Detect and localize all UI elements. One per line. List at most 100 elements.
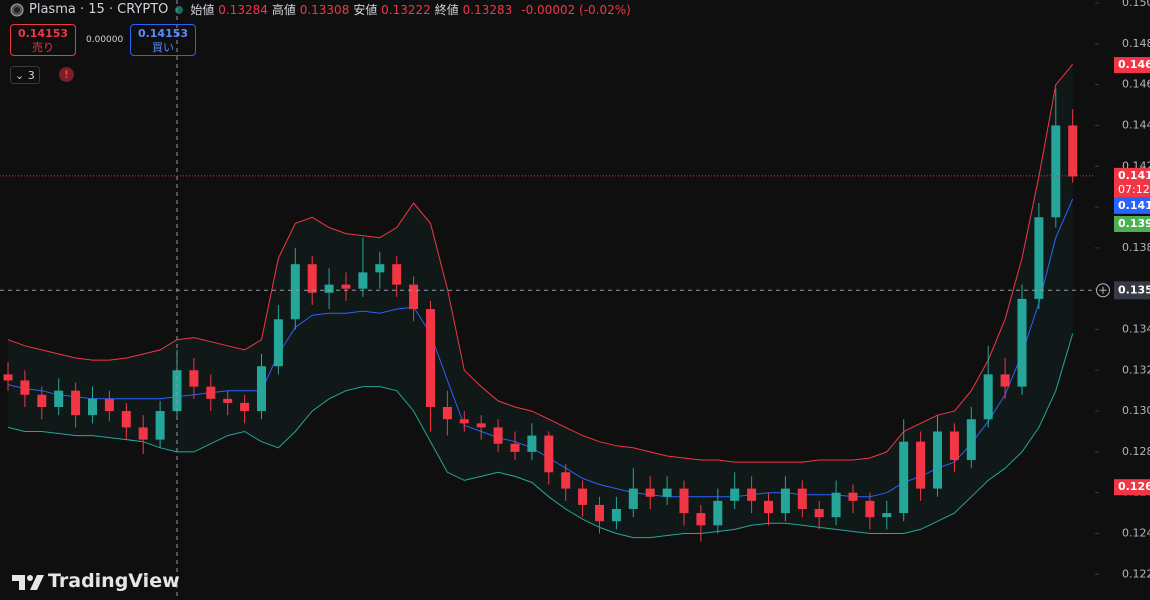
field-value: 0.13308 [299,3,350,17]
field-label: 終値 [434,3,459,17]
candle-body [1051,125,1061,218]
candle-body [679,488,689,514]
candle-body [104,398,114,412]
brand[interactable]: TradingView [48,570,180,592]
band-fill [8,64,1073,538]
sell-button[interactable]: 0.14153 売り [10,24,76,56]
price-tag [1114,479,1150,496]
candle-body [409,284,419,310]
candle-body [780,488,790,514]
candle-body [933,431,942,489]
lower-band [7,333,1074,539]
warning-icon[interactable]: ! [59,67,74,82]
candle-body [814,509,824,518]
price-tag-label: 0.12627 [1118,480,1150,493]
price-tag-label: 0.14696 [1118,58,1150,71]
y-tick-label: 0.144 [1122,118,1150,131]
candle-body [730,488,740,501]
indicator-count: 3 [27,69,35,82]
candle-body [307,264,317,293]
candle-body [206,386,216,399]
candle-body [747,488,757,501]
field-value: 0.13222 [381,3,431,17]
change: -0.00002 (-0.02%) [521,2,631,17]
candle-body [240,402,250,412]
price-tag [1114,216,1150,233]
field-value: 0.13283 [462,3,513,17]
field-value: 0.13284 [218,3,268,17]
buy-button[interactable]: 0.14153 買い [130,24,196,56]
price-tag-label: 0.13917 [1118,217,1150,230]
sell-price: 0.14153 [17,27,69,40]
buy-label: 買い [152,41,174,54]
symbol-icon [10,3,24,16]
candle-body [392,264,402,285]
price-tag [1114,197,1150,214]
candle-body [696,513,706,526]
sell-label: 売り [32,41,54,54]
price-tag-countdown: 07:12 [1118,183,1150,196]
crosshair-tag [1114,281,1150,300]
y-tick-label: 0.128 [1122,445,1150,458]
candle-body [54,390,64,408]
candle-body [223,398,233,403]
ohlc-fields: 始値 0.13284 高値 0.13308 安値 0.13222 終値 0.13283 [190,1,516,18]
candle-body [88,398,97,416]
crosshair-price: 0.13592 [1118,283,1150,296]
candle-body [949,431,959,461]
y-tick-label: 0.138 [1122,241,1150,254]
y-tick-label: 0.132 [1122,363,1150,376]
candle-body [527,435,537,452]
add-icon-plus [1099,286,1107,294]
candle-body [561,472,571,489]
field-label: 安値 [353,3,378,17]
candle-body [966,419,976,461]
candle-body [341,284,351,289]
candle-body [1017,298,1027,387]
candle-body [764,500,773,514]
spread: 0.00000 [86,35,124,45]
crosshair-add-button[interactable] [1096,283,1110,298]
candle-body [848,492,858,501]
candle-body [578,488,588,505]
symbol[interactable]: Plasma · 15 · CRYPTO [29,2,169,17]
candle-body [662,488,672,497]
candle-body [916,441,926,489]
candle-body [257,366,266,412]
candle-body [324,284,334,293]
candle-body [37,394,47,408]
candle-body [899,441,909,514]
candle-body [358,272,368,289]
indicator-toggle[interactable]: ⌄ 3 [10,66,40,84]
candle-body [865,500,875,518]
market-status [175,5,184,14]
candle-body [476,423,486,428]
legend-header: Plasma · 15 · CRYPTO 始値 0.13284 高値 0.1330… [10,1,635,18]
price-tag [1114,167,1150,198]
candle-body [290,264,300,320]
candle-body [1068,125,1078,177]
candle-body [20,380,30,395]
field-label: 高値 [271,3,296,17]
candle-body [375,264,385,273]
candle-body [831,492,841,518]
y-tick-label: 0.134 [1122,322,1150,335]
candle-body [628,488,638,510]
brand-logo [12,575,44,590]
price-tag-label: 0.14100 [1118,199,1150,212]
upper-band [7,63,1074,463]
candle-body [797,488,807,510]
candle-body [645,488,655,497]
candle-body [189,370,199,387]
candle-body [713,500,723,526]
middle-band [7,198,1074,498]
candle-body [882,513,892,518]
y-tick-label: 0.146 [1122,78,1150,91]
buy-price: 0.14153 [137,27,189,40]
candle-body [426,309,435,408]
y-tick-label: 0.122 [1122,567,1150,580]
y-tick-label: 0.124 [1122,526,1150,539]
